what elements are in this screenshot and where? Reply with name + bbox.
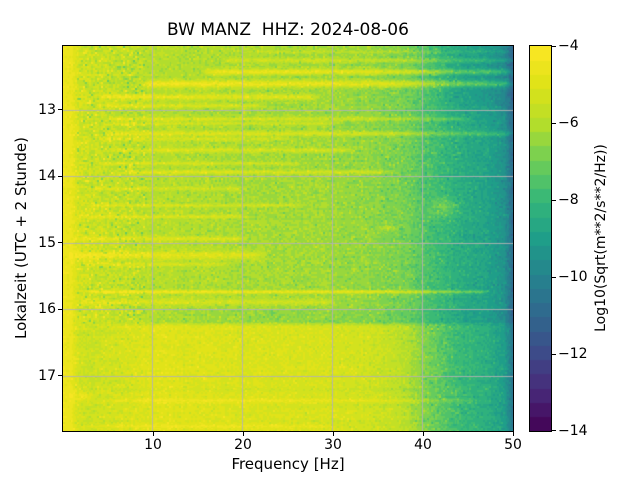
x-tick-label: 10 (144, 437, 162, 453)
colorbar-label: Log10(Sqrt(m**2/s**2/Hz)) (593, 144, 609, 332)
x-tick-label: 50 (504, 437, 522, 453)
y-tick-label: 17 (38, 367, 56, 384)
colorbar-tick-label: −6 (558, 115, 579, 131)
x-tick-mark (332, 432, 334, 436)
y-tick-label: 13 (38, 101, 56, 118)
colorbar-tick-label: −14 (558, 423, 588, 439)
colorbar-tick-mark (552, 199, 556, 201)
colorbar-tick-label: −12 (558, 346, 588, 362)
plot-title: BW MANZ HHZ: 2024-08-06 (167, 20, 409, 40)
y-tick-mark (58, 109, 62, 111)
colorbar-tick-mark (552, 429, 556, 431)
colorbar-tick-mark (552, 353, 556, 355)
y-tick-label: 15 (38, 234, 56, 251)
y-tick-label: 14 (38, 168, 56, 185)
x-tick-mark (242, 432, 244, 436)
colorbar-tick-mark (552, 45, 556, 47)
colorbar-tick-label: −4 (558, 38, 579, 54)
x-tick-mark (152, 432, 154, 436)
colorbar-tick-label: −8 (558, 192, 579, 208)
spectrogram-heatmap (63, 46, 513, 431)
y-tick-mark (58, 375, 62, 377)
x-tick-mark (512, 432, 514, 436)
colorbar-tick-mark (552, 276, 556, 278)
x-axis-label: Frequency [Hz] (231, 455, 345, 473)
y-tick-mark (58, 175, 62, 177)
colorbar-frame (529, 45, 552, 432)
x-tick-label: 30 (324, 437, 342, 453)
y-tick-mark (58, 242, 62, 244)
colorbar-tick-label: −10 (558, 269, 588, 285)
y-tick-label: 16 (38, 301, 56, 318)
x-tick-label: 20 (234, 437, 252, 453)
colorbar-gradient (530, 46, 551, 431)
x-tick-mark (422, 432, 424, 436)
y-tick-mark (58, 308, 62, 310)
x-tick-label: 40 (414, 437, 432, 453)
colorbar-tick-mark (552, 122, 556, 124)
plot-frame (62, 45, 514, 432)
